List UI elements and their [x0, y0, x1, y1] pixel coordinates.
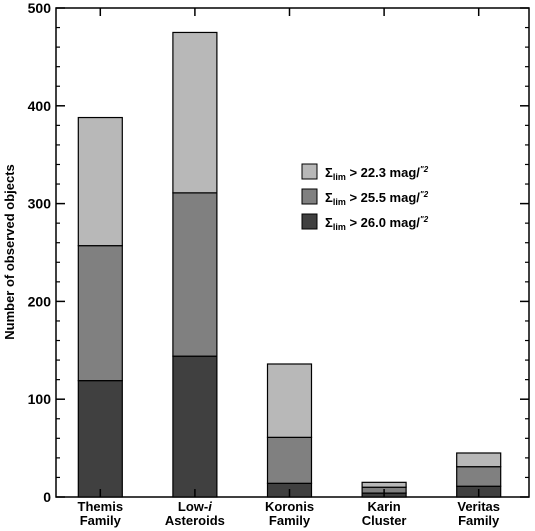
bar-segment — [77, 245, 123, 382]
bar-segment — [172, 192, 218, 357]
legend-swatch — [301, 188, 318, 205]
legend-label: Σlim > 26.0 mag/"2 — [325, 215, 429, 232]
bar-segment — [456, 466, 502, 487]
y-tick-label: 400 — [28, 98, 52, 114]
legend-label: Σlim > 25.5 mag/"2 — [325, 190, 429, 207]
x-tick-label: Veritas Family — [457, 499, 500, 528]
bar-segment — [172, 31, 218, 194]
y-tick-label: 0 — [43, 489, 51, 505]
legend-swatch — [301, 163, 318, 180]
bar-segment — [172, 355, 218, 498]
bar-segment — [361, 481, 407, 488]
bars-group — [77, 31, 502, 498]
bar-segment — [77, 116, 123, 247]
x-tick-label: Themis Family — [78, 499, 124, 528]
y-axis-title: Number of observed objects — [2, 164, 17, 340]
bar-segment — [77, 380, 123, 498]
y-tick-label: 500 — [28, 0, 52, 16]
x-tick-label: Low-i Asteroids — [165, 499, 225, 528]
x-axis: Themis Family Low-i Asteroids Koronis Family K… — [78, 8, 500, 528]
y-tick-label: 100 — [28, 391, 52, 407]
y-axis: 0 100 200 300 400 500 — [28, 0, 529, 505]
y-tick-label: 300 — [28, 196, 52, 212]
bar-segment — [456, 452, 502, 468]
x-tick-label: Karin Cluster — [362, 499, 407, 528]
legend-label: Σlim > 22.3 mag/"2 — [325, 165, 429, 182]
legend: Σlim > 22.3 mag/"2 Σlim > 25.5 mag/"2 Σlim… — [301, 163, 429, 232]
bar-segment — [266, 436, 313, 484]
y-tick-label: 200 — [28, 293, 52, 309]
bar-segment — [266, 363, 313, 438]
legend-swatch — [301, 213, 318, 230]
x-tick-label: Koronis Family — [265, 499, 314, 528]
